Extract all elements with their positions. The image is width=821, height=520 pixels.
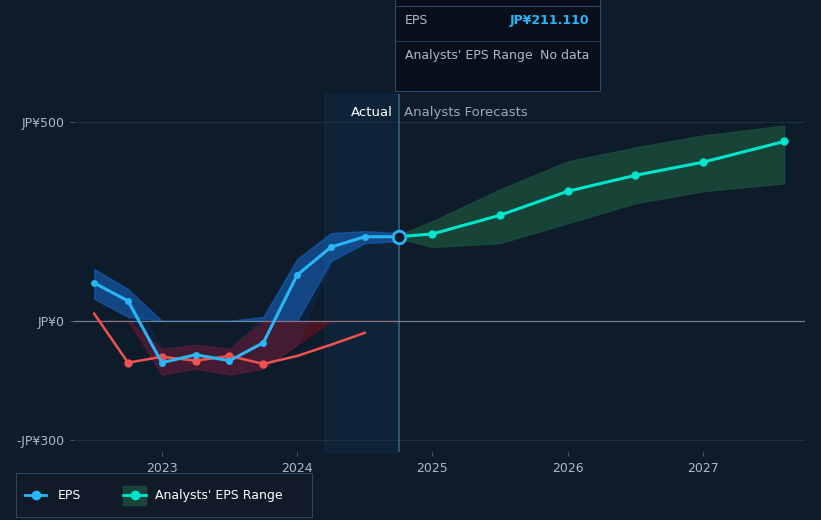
Text: EPS: EPS [405, 14, 429, 27]
Text: Analysts Forecasts: Analysts Forecasts [404, 106, 528, 119]
Text: Actual: Actual [351, 106, 393, 119]
Text: No data: No data [540, 48, 589, 61]
Text: JP¥211.110: JP¥211.110 [510, 14, 589, 27]
Text: Analysts' EPS Range: Analysts' EPS Range [405, 48, 533, 61]
Text: Analysts' EPS Range: Analysts' EPS Range [155, 489, 283, 502]
Text: EPS: EPS [57, 489, 81, 502]
